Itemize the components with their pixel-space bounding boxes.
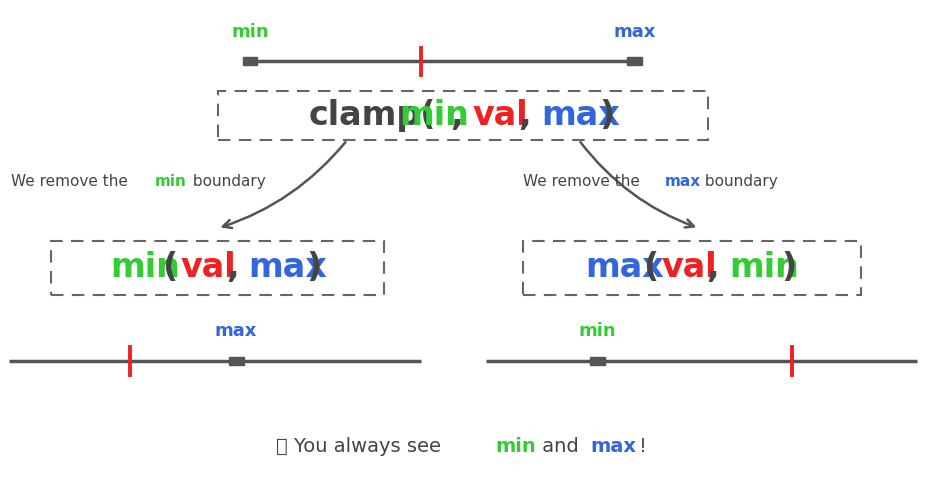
Text: min: min xyxy=(110,251,181,284)
Text: ,: , xyxy=(451,99,475,132)
Text: max: max xyxy=(613,23,656,41)
Text: val: val xyxy=(473,99,529,132)
Text: min: min xyxy=(729,251,799,284)
Text: max: max xyxy=(665,174,701,189)
Text: max: max xyxy=(591,437,636,456)
Text: boundary: boundary xyxy=(700,174,778,189)
Text: and: and xyxy=(535,437,584,456)
Text: min: min xyxy=(495,437,536,456)
Text: ,: , xyxy=(519,99,544,132)
Text: ): ) xyxy=(599,99,614,132)
FancyBboxPatch shape xyxy=(523,241,861,295)
Text: (: ( xyxy=(163,251,178,284)
Text: We remove the: We remove the xyxy=(523,174,644,189)
Text: val: val xyxy=(181,251,236,284)
Text: max: max xyxy=(215,322,257,340)
Text: max: max xyxy=(585,251,664,284)
Text: !: ! xyxy=(639,437,646,456)
Text: min: min xyxy=(399,99,469,132)
Bar xyxy=(243,57,257,65)
Text: clamp(: clamp( xyxy=(309,99,436,132)
Text: ,: , xyxy=(227,251,251,284)
Text: 💡 You always see: 💡 You always see xyxy=(276,437,446,456)
Text: max: max xyxy=(541,99,619,132)
FancyBboxPatch shape xyxy=(51,241,384,295)
Text: max: max xyxy=(248,251,328,284)
Text: min: min xyxy=(579,322,616,340)
Bar xyxy=(590,357,605,365)
Text: (: ( xyxy=(644,251,658,284)
Text: boundary: boundary xyxy=(188,174,266,189)
Text: ): ) xyxy=(307,251,322,284)
Text: min: min xyxy=(232,23,269,41)
Bar xyxy=(627,57,642,65)
Bar xyxy=(229,357,244,365)
Text: min: min xyxy=(155,174,186,189)
Text: ): ) xyxy=(782,251,796,284)
Text: We remove the: We remove the xyxy=(11,174,132,189)
Text: val: val xyxy=(661,251,717,284)
Text: ,: , xyxy=(707,251,732,284)
FancyBboxPatch shape xyxy=(218,91,708,140)
